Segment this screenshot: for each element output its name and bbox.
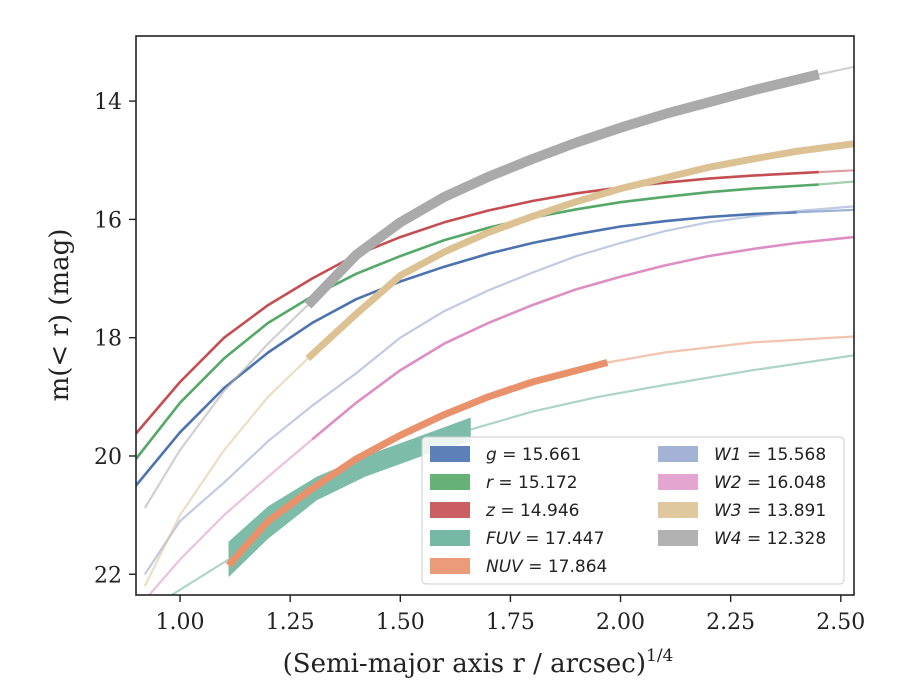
x-tick-label: 2.00 <box>596 610 645 635</box>
series-faint-line <box>818 180 854 186</box>
series-faint-line <box>169 558 230 595</box>
legend-swatch <box>658 446 698 462</box>
legend-label: W4 = 12.328 <box>714 529 826 549</box>
legend-item-nuv: NUV = 17.864 <box>430 557 607 577</box>
x-axis-label: (Semi-major axis r / arcsec)1/4 <box>283 646 674 679</box>
legend-item-r: r = 15.172 <box>430 473 578 493</box>
series-w4 <box>143 65 854 509</box>
series-faint-line <box>470 354 854 431</box>
series-w1 <box>143 205 854 575</box>
series-faint-line <box>143 205 854 575</box>
series-faint-line <box>818 169 854 174</box>
series-line <box>136 211 797 487</box>
legend-swatch <box>430 530 470 546</box>
x-tick-label: 1.00 <box>156 610 205 635</box>
y-tick-label: 18 <box>94 327 122 352</box>
series-faint-line <box>818 65 854 76</box>
legend-label: W3 = 13.891 <box>714 501 826 521</box>
series-faint-line <box>607 335 854 364</box>
y-axis-label: m(< r) (mag) <box>45 229 75 402</box>
legend-swatch <box>430 446 470 462</box>
y-axis: 14 16 18 20 22 <box>94 90 136 588</box>
x-tick-label: 2.50 <box>816 610 865 635</box>
legend-swatch <box>658 474 698 490</box>
series-faint-line <box>148 438 313 595</box>
legend-item-z: z = 14.946 <box>430 501 579 521</box>
series-faint-line <box>143 304 309 509</box>
legend-label: NUV = 17.864 <box>486 557 607 577</box>
y-tick-label: 16 <box>94 208 122 233</box>
series-line <box>136 183 819 460</box>
legend-label: r = 15.172 <box>486 473 578 493</box>
x-axis-label-exponent: 1/4 <box>646 646 673 666</box>
legend-label: g = 15.661 <box>486 445 581 465</box>
legend-swatch <box>658 530 698 546</box>
legend-swatch <box>430 502 470 518</box>
series-w3 <box>143 140 854 587</box>
legend-swatch <box>430 474 470 490</box>
series-w2 <box>148 235 854 595</box>
x-tick-label: 1.50 <box>376 610 425 635</box>
plot-frame <box>135 35 855 596</box>
x-tick-label: 2.25 <box>706 610 755 635</box>
series-band <box>228 417 471 578</box>
series-line <box>136 170 819 435</box>
legend-item-w1: W1 = 15.568 <box>658 445 826 465</box>
series-line <box>305 140 854 361</box>
legend-item-fuv: FUV = 17.447 <box>430 529 604 549</box>
series-nuv <box>225 335 854 568</box>
series-g <box>136 208 854 487</box>
series-faint-line <box>796 208 854 214</box>
x-axis: 1.00 1.25 1.50 1.75 2.00 2.25 2.50 <box>156 595 865 635</box>
series-line <box>304 69 820 309</box>
legend-swatch <box>430 558 470 574</box>
x-tick-label: 1.75 <box>486 610 535 635</box>
y-tick-label: 14 <box>94 90 122 115</box>
series-r <box>136 180 854 460</box>
series-line <box>225 359 609 568</box>
y-tick-label: 22 <box>94 563 122 588</box>
series-faint-line <box>143 357 309 587</box>
legend-box <box>421 436 845 585</box>
legend: g = 15.661 r = 15.172 z = 14.946 FUV = 17.4… <box>421 436 845 585</box>
series-layer <box>136 65 854 595</box>
legend-label: W1 = 15.568 <box>714 445 826 465</box>
series-z <box>136 169 854 435</box>
legend-label: z = 14.946 <box>485 501 579 521</box>
legend-item-g: g = 15.661 <box>430 445 581 465</box>
y-tick-label: 20 <box>94 445 122 470</box>
legend-item-w4: W4 = 12.328 <box>658 529 826 549</box>
series-fuv <box>169 354 854 595</box>
legend-label: FUV = 17.447 <box>486 529 604 549</box>
legend-swatch <box>658 502 698 518</box>
x-tick-label: 1.25 <box>266 610 315 635</box>
legend-label: W2 = 16.048 <box>714 473 826 493</box>
legend-item-w3: W3 = 13.891 <box>658 501 826 521</box>
legend-item-w2: W2 = 16.048 <box>658 473 826 493</box>
series-line <box>311 235 854 441</box>
